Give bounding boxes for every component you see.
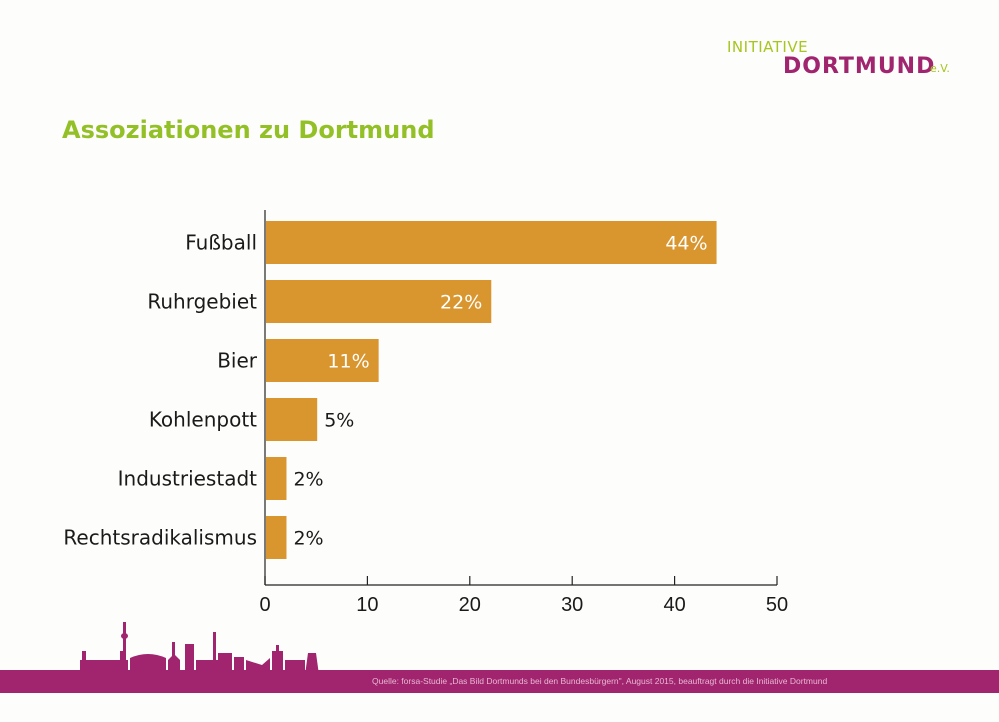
x-tick-label: 0	[259, 594, 270, 616]
bar	[266, 398, 318, 441]
bar	[266, 221, 717, 264]
skyline-icon	[0, 622, 999, 680]
x-tick-label: 30	[561, 594, 583, 616]
category-label: Bier	[217, 349, 258, 373]
data-label: 22%	[440, 292, 482, 314]
data-label: 44%	[665, 233, 707, 255]
category-label: Industriestadt	[118, 467, 258, 491]
footer-source: Quelle: forsa-Studie „Das Bild Dortmunds…	[372, 676, 828, 686]
bar	[266, 457, 287, 500]
logo-line2: DORTMUND	[783, 54, 936, 79]
category-label: Fußball	[185, 231, 257, 255]
data-label: 2%	[293, 528, 323, 550]
data-label: 2%	[293, 469, 323, 491]
data-label: 11%	[327, 351, 369, 373]
bar	[266, 516, 287, 559]
page-title: Assoziationen zu Dortmund	[62, 116, 435, 144]
logo-line1: INITIATIVE	[727, 38, 809, 56]
footer-band	[0, 672, 999, 693]
category-label: Ruhrgebiet	[147, 290, 257, 314]
bar	[266, 280, 492, 323]
bar	[266, 339, 379, 382]
initiative-dortmund-logo: INITIATIVE DORTMUND e.V.	[727, 36, 967, 82]
data-label: 5%	[324, 410, 354, 432]
logo-suffix: e.V.	[930, 62, 950, 75]
x-tick-label: 20	[459, 594, 481, 616]
bar-chart: 0 10 20 30 40 50 Fußball 44% Ruhrgebiet 22% Bier 11…	[63, 210, 788, 616]
x-tick-label: 10	[356, 594, 378, 616]
category-label: Rechtsradikalismus	[63, 526, 257, 550]
x-tick-label: 40	[663, 594, 685, 616]
category-label: Kohlenpott	[149, 408, 257, 432]
x-tick-label: 50	[766, 594, 788, 616]
